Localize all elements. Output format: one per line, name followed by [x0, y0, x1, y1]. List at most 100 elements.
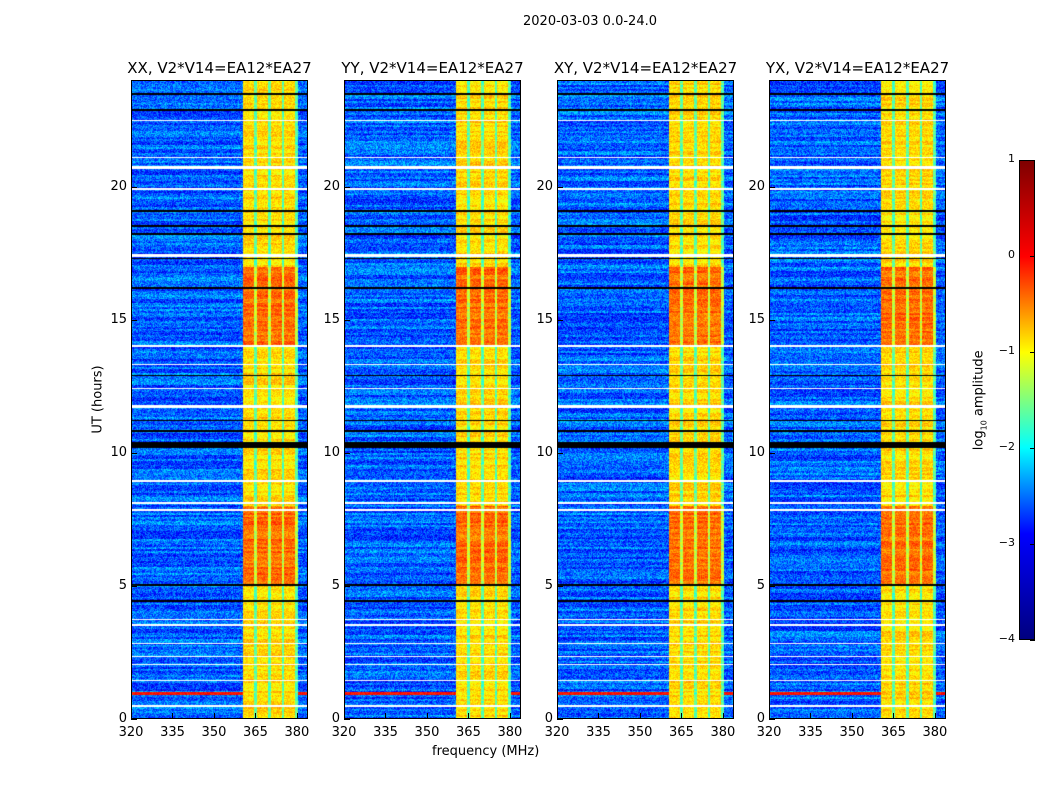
colorbar-tick-label: 1 [1008, 152, 1015, 165]
y-tick-label: 5 [331, 577, 340, 593]
x-tick-mark [509, 713, 511, 719]
y-tick-label: 0 [118, 711, 127, 726]
heatmap-panel [131, 80, 308, 719]
y-tick-label: 10 [110, 444, 127, 460]
y-tick-label: 10 [323, 444, 340, 460]
y-tick-mark [131, 186, 137, 188]
x-tick-label: 350 [414, 725, 440, 740]
y-tick-label: 0 [331, 711, 340, 726]
y-tick-label: 0 [544, 711, 553, 726]
x-tick-mark [810, 713, 812, 719]
colorbar-tick-mark [1030, 160, 1035, 161]
x-tick-label: 350 [839, 725, 865, 740]
y-tick-mark [769, 585, 775, 587]
x-tick-label: 350 [201, 725, 227, 740]
x-tick-mark [639, 713, 641, 719]
x-tick-label: 335 [373, 725, 398, 740]
y-tick-mark [557, 585, 563, 587]
panel-title: XX, V2*V14=EA12*EA27 [127, 59, 312, 77]
y-tick-mark [344, 452, 350, 454]
colorbar-tick-label: −4 [998, 632, 1015, 645]
y-tick-mark [769, 719, 775, 720]
y-tick-label: 5 [118, 577, 127, 593]
x-tick-label: 365 [881, 725, 906, 740]
y-tick-mark [557, 452, 563, 454]
y-tick-mark [769, 319, 775, 321]
x-tick-label: 380 [497, 725, 523, 740]
x-tick-mark [934, 713, 936, 719]
y-axis-label: UT (hours) [90, 365, 106, 434]
x-tick-label: 320 [118, 725, 144, 740]
y-tick-mark [557, 319, 563, 321]
x-tick-mark [557, 713, 558, 719]
x-tick-label: 320 [331, 725, 357, 740]
y-tick-mark [557, 186, 563, 188]
colorbar-tick-label: 0 [1008, 248, 1015, 261]
x-tick-mark [769, 713, 770, 719]
colorbar-tick-mark [1030, 448, 1035, 449]
x-tick-mark [131, 713, 132, 719]
y-tick-label: 20 [536, 178, 553, 194]
x-tick-mark [722, 713, 724, 719]
y-tick-label: 10 [748, 444, 765, 460]
x-tick-label: 380 [710, 725, 736, 740]
y-tick-mark [769, 452, 775, 454]
x-tick-label: 335 [160, 725, 185, 740]
x-tick-mark [893, 713, 895, 719]
heatmap-panel [344, 80, 521, 719]
colorbar-tick-label: −3 [998, 536, 1015, 549]
heatmap-image [770, 81, 945, 718]
x-tick-label: 335 [586, 725, 611, 740]
x-axis-label: frequency (MHz) [432, 744, 540, 759]
x-tick-label: 365 [669, 725, 694, 740]
figure-suptitle: 2020-03-03 0.0-24.0 [523, 14, 657, 29]
heatmap-image [132, 81, 307, 718]
x-tick-mark [385, 713, 387, 719]
heatmap-panel [769, 80, 946, 719]
x-tick-mark [344, 713, 345, 719]
colorbar-tick-mark [1030, 640, 1035, 641]
x-tick-mark [255, 713, 257, 719]
colorbar-tick-mark [1030, 256, 1035, 257]
y-tick-mark [131, 319, 137, 321]
colorbar-label-sub: 10 [979, 420, 989, 431]
x-tick-label: 320 [544, 725, 570, 740]
y-tick-mark [344, 585, 350, 587]
y-tick-mark [344, 319, 350, 321]
x-tick-mark [851, 713, 853, 719]
y-tick-mark [557, 719, 563, 720]
x-tick-mark [426, 713, 428, 719]
heatmap-image [558, 81, 733, 718]
x-tick-label: 365 [456, 725, 481, 740]
colorbar-label: log10 amplitude [972, 350, 989, 450]
colorbar [1019, 160, 1035, 640]
y-tick-mark [131, 452, 137, 454]
y-tick-mark [344, 186, 350, 188]
heatmap-image [345, 81, 520, 718]
x-tick-label: 320 [756, 725, 782, 740]
x-tick-label: 380 [922, 725, 948, 740]
panel-title: YY, V2*V14=EA12*EA27 [341, 59, 524, 77]
y-tick-label: 15 [323, 311, 340, 327]
x-tick-mark [213, 713, 215, 719]
y-tick-label: 15 [110, 311, 127, 327]
y-tick-label: 5 [544, 577, 553, 593]
y-tick-label: 5 [756, 577, 765, 593]
colorbar-tick-mark [1030, 544, 1035, 545]
y-tick-label: 15 [748, 311, 765, 327]
y-tick-label: 20 [323, 178, 340, 194]
panel-title: XY, V2*V14=EA12*EA27 [553, 59, 738, 77]
y-tick-label: 0 [756, 711, 765, 726]
colorbar-tick-label: −2 [998, 440, 1015, 453]
y-tick-mark [344, 719, 350, 720]
y-tick-mark [131, 585, 137, 587]
x-tick-mark [598, 713, 600, 719]
y-tick-label: 20 [110, 178, 127, 194]
x-tick-label: 380 [284, 725, 310, 740]
heatmap-panel [557, 80, 734, 719]
y-tick-label: 20 [748, 178, 765, 194]
x-tick-label: 365 [243, 725, 268, 740]
x-tick-mark [296, 713, 298, 719]
x-tick-mark [172, 713, 174, 719]
x-tick-label: 350 [627, 725, 653, 740]
